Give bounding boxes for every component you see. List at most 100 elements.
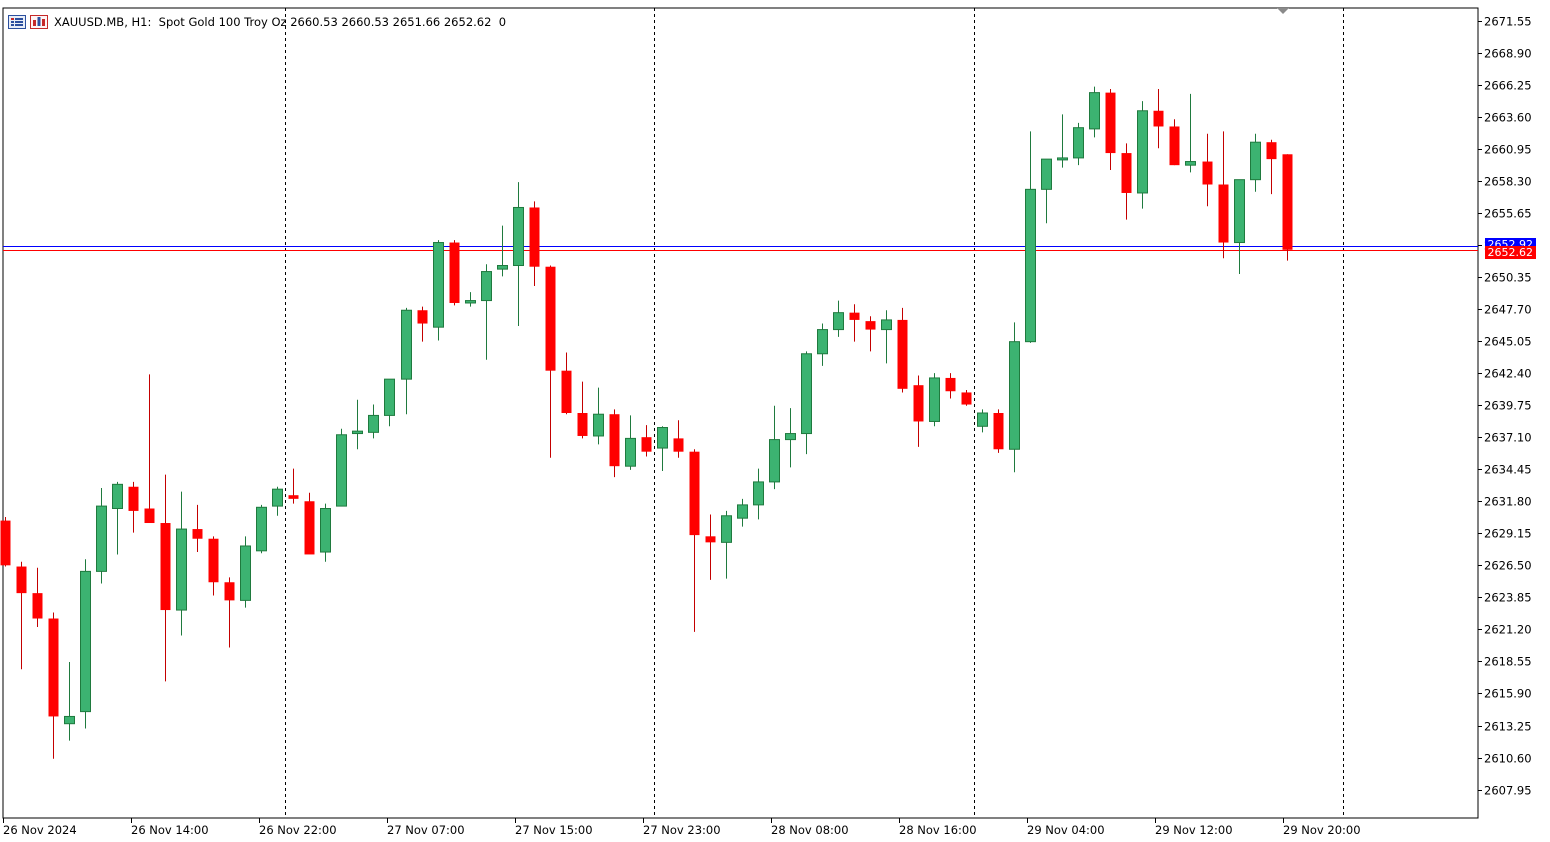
ohlc-values: 2660.53 2660.53 2651.66 2652.62 bbox=[290, 15, 492, 29]
y-tick-label: 2671.55 bbox=[1484, 15, 1532, 29]
candle-body bbox=[1218, 184, 1229, 243]
y-tick-label: 2668.90 bbox=[1484, 47, 1532, 61]
volume-value: 0 bbox=[498, 15, 507, 29]
candle-body bbox=[865, 321, 876, 330]
list-icon[interactable] bbox=[8, 15, 26, 29]
symbol-label: XAUUSD.MB bbox=[54, 15, 125, 29]
candle-body bbox=[1169, 126, 1180, 166]
candle-body bbox=[465, 300, 476, 304]
candle-body bbox=[336, 434, 347, 507]
x-tick-label: 26 Nov 22:00 bbox=[259, 823, 337, 837]
candles bbox=[0, 86, 1293, 759]
candle-body bbox=[288, 495, 299, 499]
candle-body bbox=[497, 265, 508, 270]
price-lines bbox=[3, 246, 1478, 251]
candle-body bbox=[0, 520, 11, 566]
candle-body bbox=[1185, 161, 1196, 166]
candle-body bbox=[513, 206, 524, 267]
x-tick-label: 26 Nov 2024 bbox=[3, 823, 77, 837]
candle-body bbox=[240, 545, 251, 601]
candle-body bbox=[1121, 153, 1132, 193]
candle-body bbox=[272, 488, 283, 507]
y-tick-label: 2607.95 bbox=[1484, 784, 1532, 798]
candle-body bbox=[1025, 188, 1036, 343]
candle-body bbox=[256, 506, 267, 552]
candle-body bbox=[689, 451, 700, 536]
y-tick-label: 2645.05 bbox=[1484, 335, 1532, 349]
candle-body bbox=[961, 392, 972, 405]
x-tick-label: 28 Nov 16:00 bbox=[899, 823, 977, 837]
candle-body bbox=[1105, 92, 1116, 154]
candle-body bbox=[224, 582, 235, 601]
bid-price-label: 2652.62 bbox=[1484, 246, 1536, 259]
x-tick-label: 27 Nov 07:00 bbox=[387, 823, 465, 837]
candle-body bbox=[320, 508, 331, 553]
candle-body bbox=[352, 430, 363, 435]
chart-shift-marker[interactable] bbox=[1277, 8, 1289, 14]
candle-body bbox=[1073, 127, 1084, 159]
y-tick-label: 2634.45 bbox=[1484, 463, 1532, 477]
candle-body bbox=[913, 385, 924, 422]
chart-plot-area bbox=[2, 7, 1479, 819]
candle-body bbox=[705, 536, 716, 543]
y-tick-label: 2626.50 bbox=[1484, 559, 1532, 573]
candle-body bbox=[785, 433, 796, 441]
symbol-description: Spot Gold 100 Troy Oz bbox=[158, 15, 287, 29]
y-tick-label: 2637.10 bbox=[1484, 431, 1532, 445]
candle-body bbox=[1282, 154, 1293, 250]
y-tick-label: 2647.70 bbox=[1484, 303, 1532, 317]
candle-body bbox=[1009, 341, 1020, 450]
candle-body bbox=[945, 377, 956, 392]
y-tick-label: 2623.85 bbox=[1484, 591, 1532, 605]
candle-body bbox=[977, 412, 988, 427]
candle-body bbox=[1041, 158, 1052, 190]
x-tick-label: 27 Nov 15:00 bbox=[515, 823, 593, 837]
candle-body bbox=[192, 529, 203, 539]
candle-body bbox=[1057, 157, 1068, 161]
y-tick-label: 2660.95 bbox=[1484, 143, 1532, 157]
x-tick-label: 26 Nov 14:00 bbox=[131, 823, 209, 837]
candle-body bbox=[993, 413, 1004, 450]
y-tick-label: 2621.20 bbox=[1484, 623, 1532, 637]
day-separators bbox=[285, 8, 1344, 818]
candle-body bbox=[849, 312, 860, 320]
y-tick-label: 2615.90 bbox=[1484, 687, 1532, 701]
candle-body bbox=[929, 377, 940, 422]
y-tick-label: 2650.35 bbox=[1484, 271, 1532, 285]
candle-body bbox=[737, 504, 748, 519]
bar-chart-icon[interactable] bbox=[30, 15, 48, 29]
candle-body bbox=[545, 266, 556, 371]
candle-body bbox=[609, 414, 620, 467]
timeframe-label: H1: bbox=[131, 15, 152, 29]
y-tick-label: 2618.55 bbox=[1484, 655, 1532, 669]
candle-body bbox=[897, 319, 908, 389]
candle-body bbox=[144, 508, 155, 524]
candle-body bbox=[593, 413, 604, 437]
candle-body bbox=[529, 207, 540, 267]
candle-body bbox=[1137, 110, 1148, 194]
candle-body bbox=[641, 437, 652, 452]
candle-body bbox=[833, 312, 844, 331]
candle-body bbox=[128, 486, 139, 511]
candle-body bbox=[801, 353, 812, 435]
candle-body bbox=[96, 505, 107, 572]
candle-body bbox=[401, 309, 412, 380]
candle-body bbox=[433, 242, 444, 328]
y-tick-label: 2655.65 bbox=[1484, 207, 1532, 221]
candle-body bbox=[304, 501, 315, 555]
candle-body bbox=[80, 570, 91, 713]
candle-body bbox=[449, 242, 460, 303]
candle-body bbox=[1202, 161, 1213, 185]
time-axis: 26 Nov 2024 26 Nov 14:00 26 Nov 22:00 27 No… bbox=[3, 818, 1361, 837]
y-tick-label: 2639.75 bbox=[1484, 399, 1532, 413]
candle-body bbox=[881, 319, 892, 331]
y-tick-label: 2666.25 bbox=[1484, 79, 1532, 93]
candle-body bbox=[32, 593, 43, 619]
candle-body bbox=[1234, 179, 1245, 244]
candle-body bbox=[657, 427, 668, 449]
candle-body bbox=[16, 566, 27, 594]
candle-body bbox=[625, 437, 636, 467]
candle-body bbox=[64, 715, 75, 725]
candle-body bbox=[176, 528, 187, 611]
